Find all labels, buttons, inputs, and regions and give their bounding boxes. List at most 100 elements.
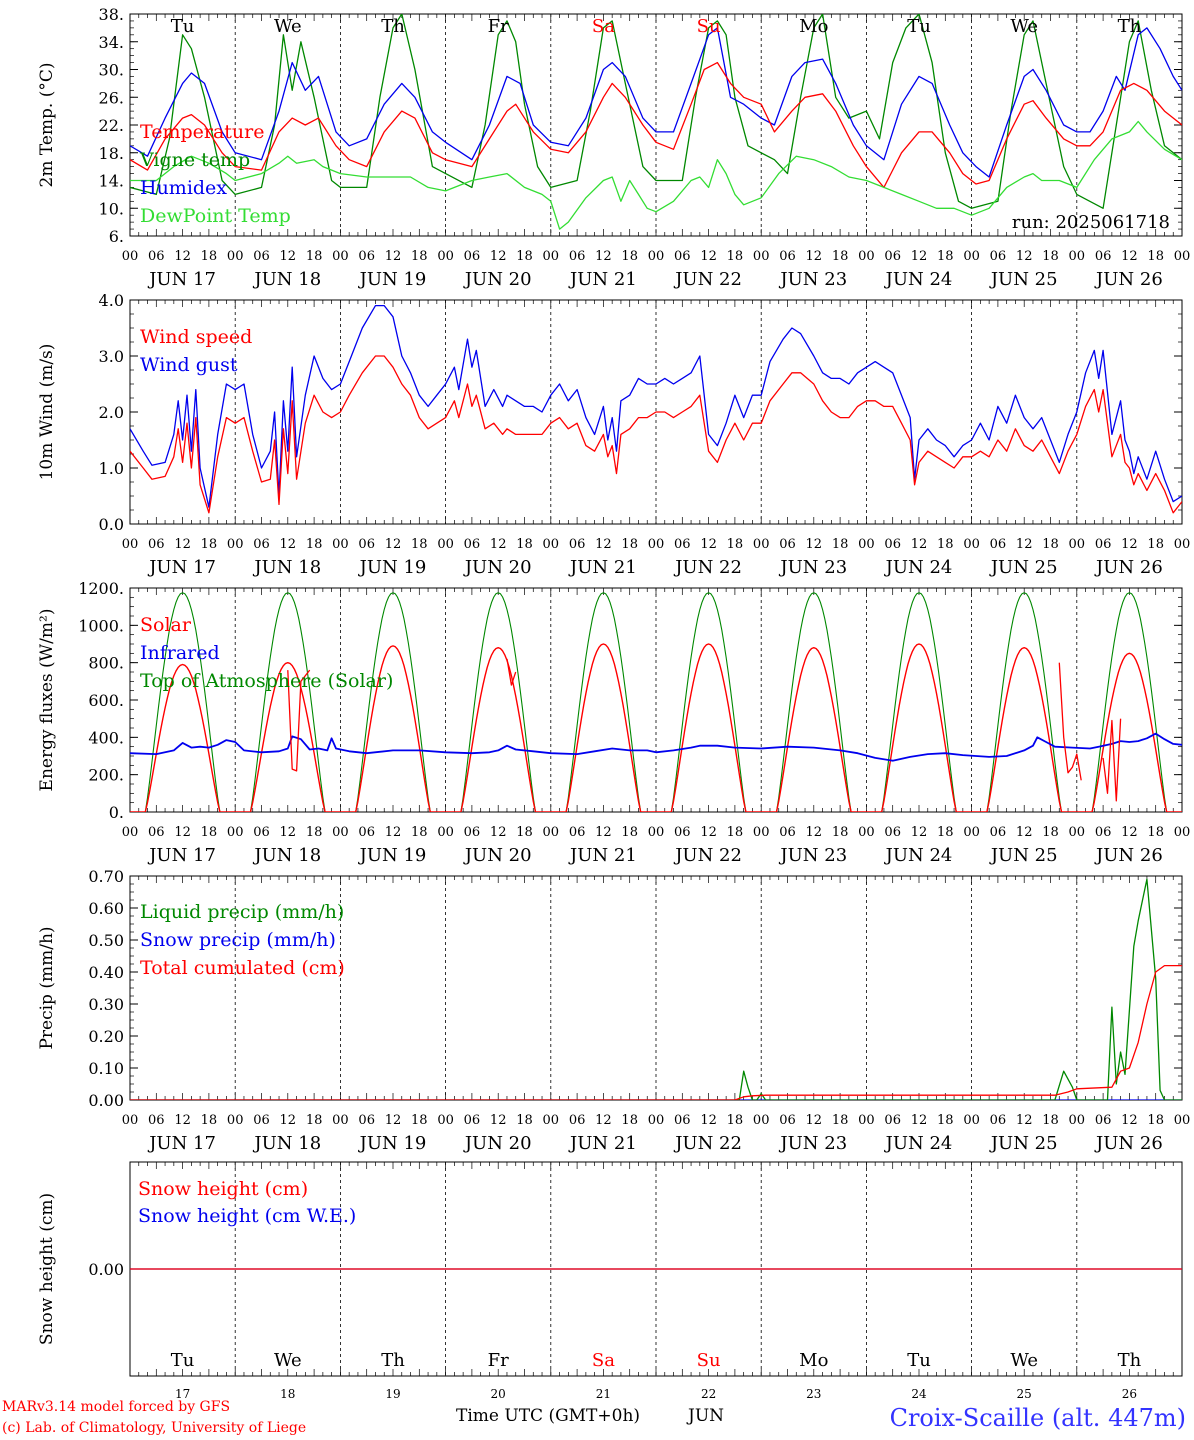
hour-tick-label: 06 <box>779 1113 796 1128</box>
y-tick-label: 34. <box>99 33 124 52</box>
y-tick-label: 0.40 <box>88 963 124 982</box>
y-axis-title: Precip (mm/h) <box>37 926 57 1049</box>
weekday-label: Tu <box>907 1350 931 1371</box>
hour-tick-label: 06 <box>884 249 901 264</box>
hour-tick-label: 18 <box>727 249 744 264</box>
series-temperature <box>130 61 1182 189</box>
date-label: JUN 24 <box>884 845 953 866</box>
date-label: JUN 23 <box>778 845 847 866</box>
hour-tick-label: 00 <box>858 249 875 264</box>
hour-tick-label: 06 <box>674 249 691 264</box>
model-credit: MARv3.14 model forced by GFS <box>2 1399 231 1415</box>
hour-tick-label: 06 <box>779 249 796 264</box>
date-label: JUN 18 <box>252 269 321 290</box>
hour-tick-label: 00 <box>122 825 139 840</box>
date-label: JUN 19 <box>358 1133 427 1154</box>
date-label: JUN 18 <box>252 557 321 578</box>
hour-tick-label: 06 <box>253 537 270 552</box>
series-solar-jun-20 <box>506 658 517 686</box>
hour-tick-label: 06 <box>1095 825 1112 840</box>
legend-entry: Snow height (cm) <box>138 1178 308 1200</box>
date-label: JUN 20 <box>463 845 532 866</box>
hour-tick-label: 06 <box>358 537 375 552</box>
hour-tick-label: 06 <box>148 825 165 840</box>
legend-entry: Solar <box>140 614 192 636</box>
date-label: JUN 18 <box>252 1133 321 1154</box>
hour-tick-label: 18 <box>1042 1113 1059 1128</box>
hour-tick-label: 00 <box>227 249 244 264</box>
hour-tick-label: 12 <box>490 249 507 264</box>
date-label: JUN 26 <box>1094 845 1163 866</box>
day-number-label: 23 <box>806 1387 821 1401</box>
date-label: JUN 23 <box>778 557 847 578</box>
date-label: JUN 20 <box>463 557 532 578</box>
hour-tick-label: 00 <box>753 825 770 840</box>
y-tick-label: 4.0 <box>99 291 124 310</box>
hour-tick-label: 06 <box>358 1113 375 1128</box>
date-label: JUN 24 <box>884 1133 953 1154</box>
y-tick-label: 1200. <box>78 579 124 598</box>
hour-tick-label: 06 <box>253 825 270 840</box>
legend-entry: DewPoint Temp <box>140 205 291 227</box>
hour-tick-label: 18 <box>411 1113 428 1128</box>
weekday-label: Th <box>381 1350 405 1371</box>
hour-tick-label: 00 <box>227 825 244 840</box>
hour-tick-label: 12 <box>700 1113 717 1128</box>
hour-tick-label: 06 <box>358 825 375 840</box>
hour-tick-label: 12 <box>1016 249 1033 264</box>
hour-tick-label: 18 <box>306 537 323 552</box>
hour-tick-label: 00 <box>858 1113 875 1128</box>
weekday-label: Fr <box>488 16 509 37</box>
weekday-label: We <box>274 16 302 37</box>
y-tick-label: 0. <box>109 803 124 822</box>
y-tick-label: 0.0 <box>99 515 124 534</box>
hour-tick-label: 06 <box>884 825 901 840</box>
date-label: JUN 19 <box>358 269 427 290</box>
legend-entry: Liquid precip (mm/h) <box>140 901 344 923</box>
hour-tick-label: 00 <box>122 249 139 264</box>
y-tick-label: 1.0 <box>99 459 124 478</box>
y-tick-label: 200. <box>88 766 124 785</box>
hour-tick-label: 12 <box>806 1113 823 1128</box>
hour-tick-label: 00 <box>1174 537 1191 552</box>
y-tick-label: 1000. <box>78 616 124 635</box>
series-humidex <box>130 27 1182 178</box>
y-tick-label: 0.50 <box>88 931 124 950</box>
hour-tick-label: 00 <box>1069 1113 1086 1128</box>
hour-tick-label: 12 <box>174 249 191 264</box>
day-number-label: 20 <box>491 1387 506 1401</box>
legend-entry: Wind speed <box>140 326 252 348</box>
hour-tick-label: 06 <box>253 1113 270 1128</box>
date-label: JUN 25 <box>989 269 1058 290</box>
hour-tick-label: 12 <box>280 249 297 264</box>
weekday-label: Mo <box>799 16 828 37</box>
date-label: JUN 19 <box>358 845 427 866</box>
legend-entry: Temperature <box>140 121 264 143</box>
y-tick-label: 0.70 <box>88 867 124 886</box>
y-tick-label: 18. <box>99 144 124 163</box>
hour-tick-label: 12 <box>1121 537 1138 552</box>
hour-tick-label: 18 <box>621 249 638 264</box>
hour-tick-label: 00 <box>437 825 454 840</box>
weekday-label: Mo <box>799 1350 828 1371</box>
hour-tick-label: 00 <box>858 825 875 840</box>
y-tick-label: 26. <box>99 88 124 107</box>
date-label: JUN 18 <box>252 845 321 866</box>
date-label: JUN 25 <box>989 845 1058 866</box>
panel-4: 0.00 0.10 0.20 0.30 0.40 0.50 0.60 0.70 Precip (… <box>37 867 1190 1154</box>
series-infrared <box>130 732 1182 762</box>
hour-tick-label: 00 <box>753 537 770 552</box>
weekday-label: Su <box>697 16 721 37</box>
hour-tick-label: 18 <box>306 249 323 264</box>
y-tick-label: 14. <box>99 172 124 191</box>
hour-tick-label: 00 <box>1069 537 1086 552</box>
weekday-label: Tu <box>171 1350 195 1371</box>
hour-tick-label: 00 <box>543 537 560 552</box>
hour-tick-label: 12 <box>280 537 297 552</box>
date-label: JUN 25 <box>989 557 1058 578</box>
run-label: run: 2025061718 <box>1012 212 1170 233</box>
hour-tick-label: 12 <box>174 537 191 552</box>
hour-tick-label: 00 <box>753 1113 770 1128</box>
series-dewpoint-temp <box>130 120 1182 230</box>
hour-tick-label: 12 <box>806 825 823 840</box>
